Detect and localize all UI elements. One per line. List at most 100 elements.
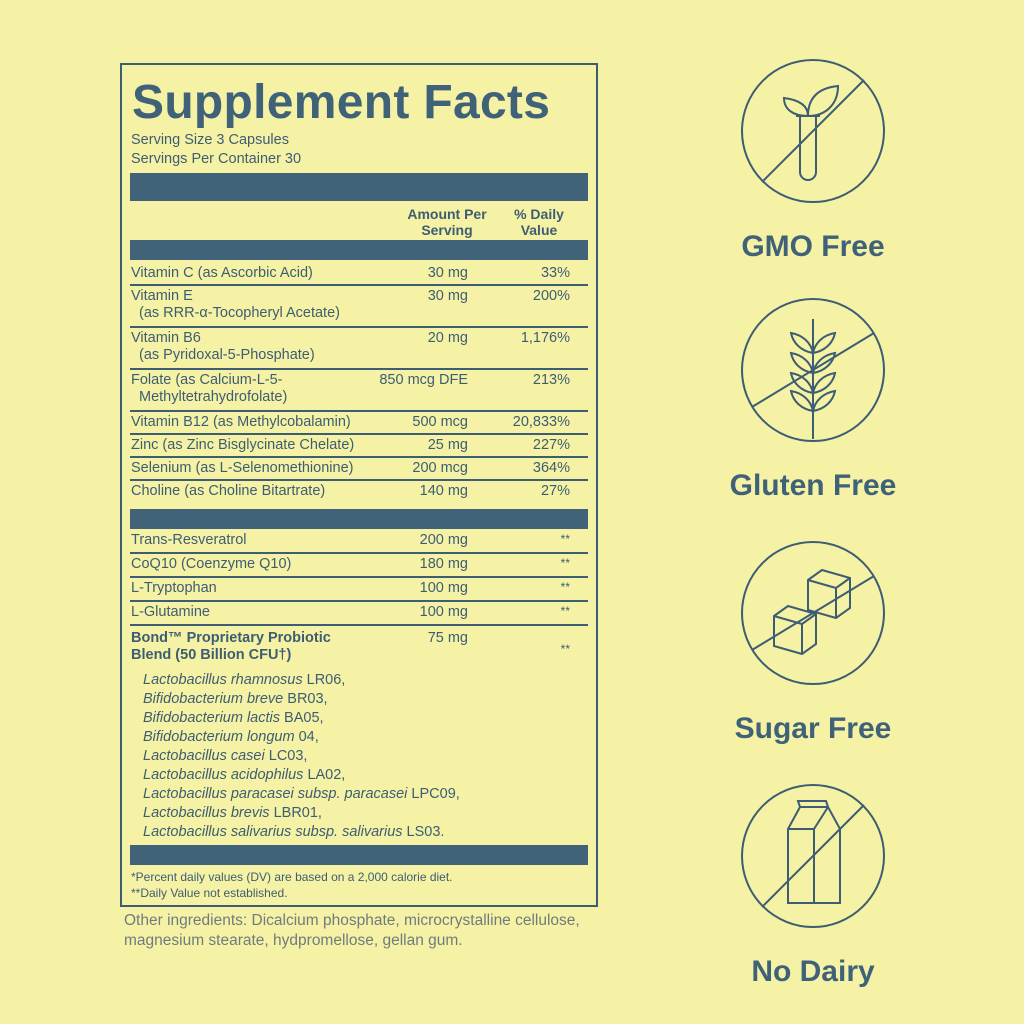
nutrient-dv: 33%: [540, 265, 570, 281]
nutrient-name: Vitamin B12 (as Methylcobalamin): [131, 414, 351, 430]
nutrient-amount: 850 mcg DFE: [379, 372, 468, 388]
strain-species: Lactobacillus brevis: [143, 805, 270, 821]
strain-item: Lactobacillus salivarius subsp. salivari…: [143, 823, 460, 842]
strain-code: BR03,: [287, 691, 328, 707]
nutrient-source: Methyltetrahydrofolate): [139, 389, 288, 405]
badge-label: Sugar Free: [734, 712, 892, 745]
nutrient-dv: 227%: [532, 437, 570, 453]
nutrient-dv: 20,833%: [512, 414, 570, 430]
ingredient-dv: **: [560, 532, 570, 546]
strain-item: Lactobacillus rhamnosus LR06,: [143, 671, 460, 690]
strain-item: Lactobacillus acidophilus LA02,: [143, 766, 460, 785]
ingredient-dv: **: [560, 580, 570, 594]
strain-species: Lactobacillus acidophilus: [143, 767, 304, 783]
probiotic-strains: Lactobacillus rhamnosus LR06, Bifidobacte…: [143, 671, 460, 842]
footnote-dv: *Percent daily values (DV) are based on …: [131, 870, 453, 884]
badge-label: GMO Free: [741, 230, 885, 263]
ingredient-amount: 180 mg: [419, 556, 468, 572]
nutrient-row: Folate (as Calcium-L-5- Methyltetrahydrof…: [130, 370, 588, 412]
blend-name: Bond™ Proprietary Probiotic: [131, 630, 331, 646]
nutrient-name: Zinc (as Zinc Bisglycinate Chelate): [131, 437, 355, 453]
servings-per-container: Servings Per Container 30: [131, 151, 302, 167]
ingredient-row: CoQ10 (Coenzyme Q10) 180 mg **: [130, 554, 588, 578]
blend-dv: **: [560, 642, 570, 656]
panel-title: Supplement Facts: [132, 76, 551, 129]
ingredient-amount: 100 mg: [419, 604, 468, 620]
nutrient-dv: 1,176%: [520, 330, 570, 346]
strain-code: LA02,: [307, 767, 346, 783]
ingredient-amount: 100 mg: [419, 580, 468, 596]
nutrient-dv: 200%: [532, 288, 570, 304]
nutrient-amount: 200 mcg: [412, 460, 468, 476]
nutrient-row: Choline (as Choline Bitartrate) 140 mg 2…: [130, 481, 588, 504]
nutrient-name: Vitamin B6: [131, 330, 201, 346]
nutrient-row: Vitamin E (as RRR-α-Tocopheryl Acetate) 3…: [130, 286, 588, 328]
badge-sugar-free: Sugar Free: [700, 540, 926, 746]
strain-species: Lactobacillus paracasei subsp. paracasei: [143, 786, 408, 802]
nutrient-name: Vitamin C (as Ascorbic Acid): [131, 265, 313, 281]
other-ingredients: Other ingredients: Dicalcium phosphate, …: [124, 912, 580, 949]
supplement-facts-panel: Supplement Facts Serving Size 3 Capsules…: [120, 63, 598, 907]
ingredient-name: Trans-Resveratrol: [131, 532, 247, 548]
nutrient-dv: 364%: [532, 460, 570, 476]
ingredient-row: Trans-Resveratrol 200 mg **: [130, 530, 588, 554]
nutrient-row: Vitamin C (as Ascorbic Acid) 30 mg 33%: [130, 263, 588, 286]
strain-code: 04,: [298, 729, 319, 745]
nutrient-source: (as RRR-α-Tocopheryl Acetate): [139, 305, 340, 321]
ingredient-amount: 200 mg: [419, 532, 468, 548]
milk-carton-icon: [741, 784, 885, 928]
ingredient-dv: **: [560, 556, 570, 570]
nutrient-name: Vitamin E: [131, 288, 193, 304]
serving-size: Serving Size 3 Capsules: [131, 132, 289, 148]
strain-item: Bifidobacterium breve BR03,: [143, 690, 460, 709]
nutrient-row: Zinc (as Zinc Bisglycinate Chelate) 25 m…: [130, 435, 588, 458]
badge-no-dairy: No Dairy: [700, 783, 926, 989]
nutrient-name: Choline (as Choline Bitartrate): [131, 483, 326, 499]
divider-bar: [130, 509, 588, 529]
nutrient-row: Selenium (as L-Selenomethionine) 200 mcg…: [130, 458, 588, 481]
strain-item: Lactobacillus paracasei subsp. paracasei…: [143, 785, 460, 804]
strain-code: LS03.: [406, 824, 445, 840]
divider-bar: [130, 845, 588, 865]
nutrient-name: Folate (as Calcium-L-5-: [131, 372, 283, 388]
ingredient-dv: **: [560, 604, 570, 618]
strain-code: LR06,: [306, 672, 346, 688]
nutrient-amount: 500 mcg: [412, 414, 468, 430]
col-dv-header: % Daily Value: [514, 206, 564, 238]
badge-gmo-free: GMO Free: [700, 58, 926, 264]
wheat-icon: [741, 298, 885, 442]
col-amount-header: Amount Per Serving: [407, 206, 487, 238]
nutrient-row: Vitamin B12 (as Methylcobalamin) 500 mcg…: [130, 412, 588, 435]
plant-test-tube-icon: [741, 59, 885, 203]
nutrient-name: Selenium (as L-Selenomethionine): [131, 460, 354, 476]
strain-code: LBR01,: [273, 805, 322, 821]
badge-gluten-free: Gluten Free: [700, 297, 926, 503]
nutrient-row: Vitamin B6 (as Pyridoxal-5-Phosphate) 20 …: [130, 328, 588, 370]
blend-name-2: Blend (50 Billion CFU†): [131, 647, 292, 663]
nutrient-amount: 140 mg: [419, 483, 468, 499]
probiotic-blend-row: Bond™ Proprietary Probiotic Blend (50 Bil…: [130, 628, 588, 670]
strain-code: LC03,: [268, 748, 308, 764]
divider-bar: [130, 240, 588, 260]
nutrient-amount: 30 mg: [427, 265, 468, 281]
blend-amount: 75 mg: [427, 630, 468, 646]
strain-code: BA05,: [284, 710, 324, 726]
nutrient-dv: 213%: [532, 372, 570, 388]
strain-code: LPC09,: [411, 786, 460, 802]
ingredient-row: L-Glutamine 100 mg **: [130, 602, 588, 626]
ingredient-name: L-Glutamine: [131, 604, 210, 620]
sugar-cubes-icon: [741, 541, 885, 685]
footnote-not-established: **Daily Value not established.: [131, 886, 288, 900]
strain-species: Bifidobacterium longum: [143, 729, 295, 745]
nutrient-source: (as Pyridoxal-5-Phosphate): [139, 347, 315, 363]
divider-bar: [130, 173, 588, 201]
strain-species: Lactobacillus rhamnosus: [143, 672, 303, 688]
strain-species: Bifidobacterium lactis: [143, 710, 280, 726]
strain-item: Bifidobacterium longum 04,: [143, 728, 460, 747]
nutrient-amount: 30 mg: [427, 288, 468, 304]
badge-label: Gluten Free: [729, 469, 897, 502]
nutrient-amount: 25 mg: [427, 437, 468, 453]
strain-species: Bifidobacterium breve: [143, 691, 284, 707]
strain-species: Lactobacillus casei: [143, 748, 265, 764]
nutrient-dv: 27%: [540, 483, 570, 499]
